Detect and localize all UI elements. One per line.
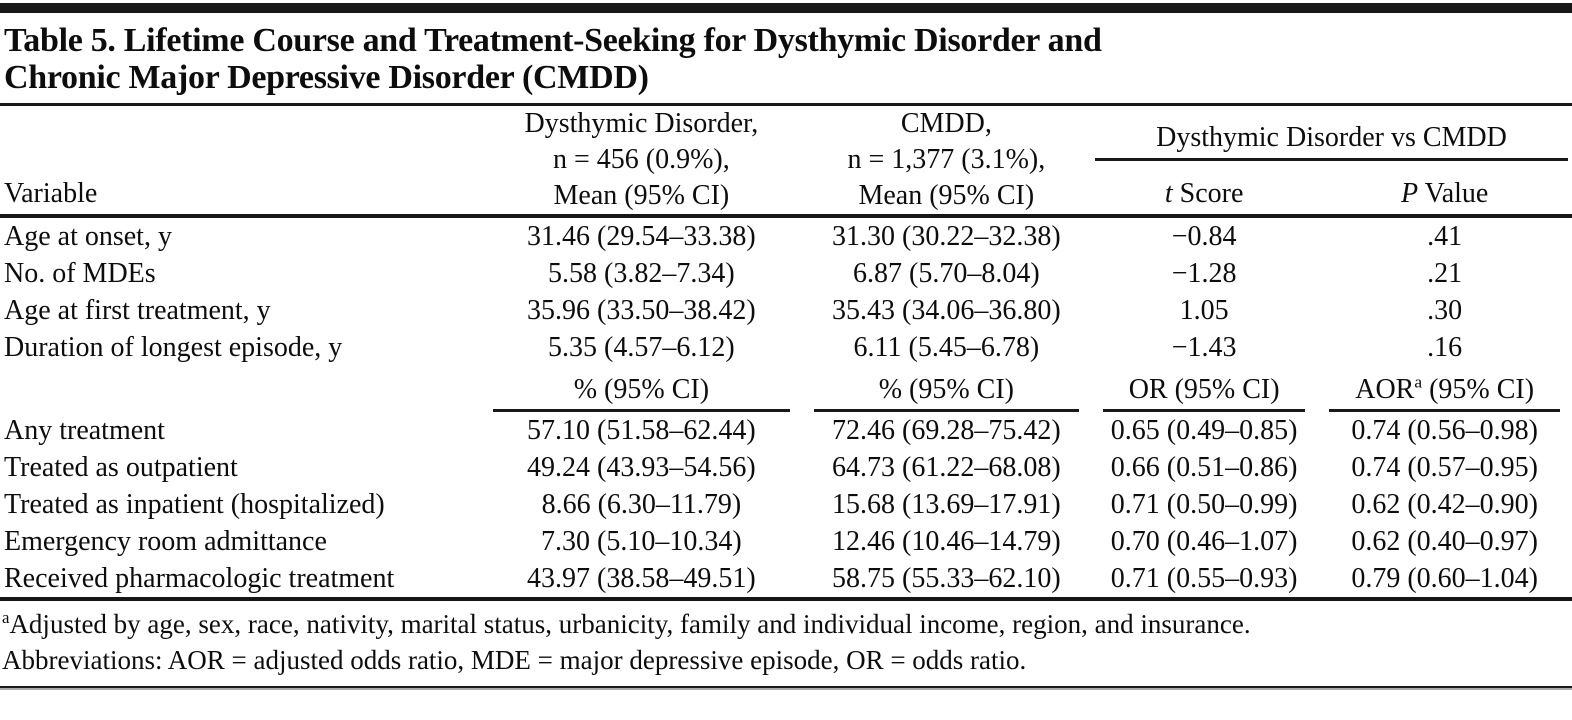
cmdd-header-line: CMDD, [900, 108, 992, 139]
subheader-or: OR (95% CI) [1091, 366, 1317, 412]
t-score-italic: t [1164, 178, 1173, 209]
or-cell: 0.66 (0.51–0.86) [1110, 452, 1298, 483]
dysthymic-pct-cell: 43.97 (38.58–49.51) [527, 563, 756, 594]
or-cell: 0.70 (0.46–1.07) [1110, 526, 1298, 557]
cmdd-header-line: Mean (95% CI) [858, 180, 1035, 211]
dysthymic-mean-cell: 5.35 (4.57–6.12) [548, 332, 735, 363]
dysthymic-mean-cell: 5.58 (3.82–7.34) [548, 258, 735, 289]
subheader-cmdd-pct-label: % (95% CI) [813, 374, 1079, 412]
dysthymic-mean-cell: 31.46 (29.54–33.38) [527, 221, 756, 252]
cmdd-mean-cell: 35.43 (34.06–36.80) [832, 295, 1061, 326]
subheader-dysthymic-pct: % (95% CI) [481, 366, 802, 412]
t-score-cell: −1.28 [1171, 258, 1237, 289]
subheader-aor-label: AORa (95% CI) [1329, 372, 1560, 412]
variable-cell: Age at onset, y [4, 221, 172, 252]
variable-cell: Treated as outpatient [4, 452, 238, 483]
aor-cell: 0.74 (0.57–0.95) [1351, 452, 1538, 483]
column-header-dysthymic: Dysthymic Disorder, n = 456 (0.9%), Mean… [481, 106, 802, 218]
footnote-adjusted: aAdjusted by age, sex, race, nativity, m… [2, 606, 1570, 642]
cmdd-pct-cell: 12.46 (10.46–14.79) [832, 526, 1061, 557]
table-row: Any treatment 57.10 (51.58–62.44) 72.46 … [0, 412, 1572, 449]
p-value-cell: .16 [1427, 332, 1463, 363]
table-row: Emergency room admittance 7.30 (5.10–10.… [0, 523, 1572, 560]
column-header-comparison-spanner: Dysthymic Disorder vs CMDD [1091, 106, 1572, 163]
t-score-rest: Score [1172, 178, 1244, 209]
dysthymic-header-line: n = 456 (0.9%), [552, 144, 730, 175]
percent-subheader-row: % (95% CI) % (95% CI) OR (95% CI) AORa (… [0, 366, 1572, 412]
table-row: Duration of longest episode, y 5.35 (4.5… [0, 329, 1572, 366]
cmdd-header-line: n = 1,377 (3.1%), [847, 144, 1046, 175]
t-score-cell: 1.05 [1179, 295, 1229, 326]
table-row: Treated as inpatient (hospitalized) 8.66… [0, 486, 1572, 523]
cmdd-pct-cell: 64.73 (61.22–68.08) [832, 452, 1061, 483]
or-cell: 0.71 (0.50–0.99) [1110, 489, 1298, 520]
table-title-line-2: Chronic Major Depressive Disorder (CMDD) [4, 59, 649, 96]
aor-rest: (95% CI) [1422, 374, 1535, 405]
cmdd-pct-cell: 58.75 (55.33–62.10) [832, 563, 1061, 594]
cmdd-pct-cell: 72.46 (69.28–75.42) [832, 415, 1061, 446]
aor-cell: 0.62 (0.42–0.90) [1351, 489, 1538, 520]
table-footnotes: aAdjusted by age, sex, race, nativity, m… [0, 597, 1572, 686]
column-header-t-score: t Score [1090, 162, 1318, 219]
table-row: Received pharmacologic treatment 43.97 (… [0, 560, 1572, 597]
subheader-dysthymic-pct-label: % (95% CI) [493, 374, 790, 412]
subheader-cmdd-pct: % (95% CI) [802, 366, 1091, 412]
table-row: Age at first treatment, y 35.96 (33.50–3… [0, 292, 1572, 329]
empty-cell [0, 366, 481, 412]
cmdd-pct-cell: 15.68 (13.69–17.91) [832, 489, 1061, 520]
dysthymic-pct-cell: 7.30 (5.10–10.34) [541, 526, 742, 557]
dysthymic-pct-cell: 49.24 (43.93–54.56) [527, 452, 756, 483]
column-header-p-value: P Value [1317, 162, 1572, 219]
or-cell: 0.71 (0.55–0.93) [1110, 563, 1298, 594]
subheader-aor: AORa (95% CI) [1317, 366, 1572, 412]
aor-cell: 0.79 (0.60–1.04) [1351, 563, 1538, 594]
table-title: Table 5. Lifetime Course and Treatment-S… [0, 13, 1572, 106]
top-rule-bar [0, 3, 1572, 13]
table-title-line-1: Table 5. Lifetime Course and Treatment-S… [4, 22, 1102, 59]
cmdd-mean-cell: 6.11 (5.45–6.78) [853, 332, 1040, 363]
variable-cell: Treated as inpatient (hospitalized) [4, 489, 385, 520]
dysthymic-mean-cell: 35.96 (33.50–38.42) [527, 295, 756, 326]
p-value-cell: .30 [1427, 295, 1463, 326]
aor-prefix: AOR [1355, 374, 1415, 405]
aor-cell: 0.62 (0.40–0.97) [1351, 526, 1538, 557]
aor-cell: 0.74 (0.56–0.98) [1351, 415, 1538, 446]
p-value-cell: .41 [1427, 221, 1463, 252]
variable-cell: Duration of longest episode, y [4, 332, 343, 363]
statistics-table: Variable Dysthymic Disorder, n = 456 (0.… [0, 106, 1572, 597]
cmdd-mean-cell: 31.30 (30.22–32.38) [832, 221, 1061, 252]
column-header-variable: Variable [0, 106, 482, 218]
table-row: No. of MDEs 5.58 (3.82–7.34) 6.87 (5.70–… [0, 255, 1572, 292]
or-cell: 0.65 (0.49–0.85) [1110, 415, 1298, 446]
table-row: Age at onset, y 31.46 (29.54–33.38) 31.3… [0, 216, 1572, 255]
mean-section: Age at onset, y 31.46 (29.54–33.38) 31.3… [0, 216, 1572, 597]
table-row: Treated as outpatient 49.24 (43.93–54.56… [0, 449, 1572, 486]
subheader-or-label: OR (95% CI) [1102, 374, 1306, 412]
dysthymic-header-line: Dysthymic Disorder, [524, 108, 759, 139]
table-header: Variable Dysthymic Disorder, n = 456 (0.… [0, 106, 1572, 219]
comparison-spanner-label: Dysthymic Disorder vs CMDD [1094, 120, 1568, 161]
cmdd-mean-cell: 6.87 (5.70–8.04) [853, 258, 1040, 289]
t-score-cell: −1.43 [1171, 332, 1237, 363]
aor-footnote-marker: a [1414, 372, 1423, 392]
bottom-rule-bar [0, 686, 1572, 690]
dysthymic-pct-cell: 8.66 (6.30–11.79) [541, 489, 742, 520]
dysthymic-pct-cell: 57.10 (51.58–62.44) [527, 415, 756, 446]
p-value-italic: P [1400, 178, 1419, 209]
p-value-cell: .21 [1427, 258, 1463, 289]
column-header-cmdd: CMDD, n = 1,377 (3.1%), Mean (95% CI) [801, 106, 1091, 218]
dysthymic-header-line: Mean (95% CI) [553, 180, 730, 211]
p-value-rest: Value [1418, 178, 1489, 209]
variable-cell: Received pharmacologic treatment [4, 563, 395, 594]
variable-cell: No. of MDEs [4, 258, 156, 289]
footnote-adjusted-text: Adjusted by age, sex, race, nativity, ma… [9, 609, 1251, 639]
footnote-abbreviations: Abbreviations: AOR = adjusted odds ratio… [2, 645, 1027, 675]
variable-cell: Any treatment [4, 415, 165, 446]
variable-cell: Age at first treatment, y [4, 295, 271, 326]
t-score-cell: −0.84 [1171, 221, 1237, 252]
footnote-marker-a: a [2, 608, 10, 627]
variable-cell: Emergency room admittance [4, 526, 327, 557]
